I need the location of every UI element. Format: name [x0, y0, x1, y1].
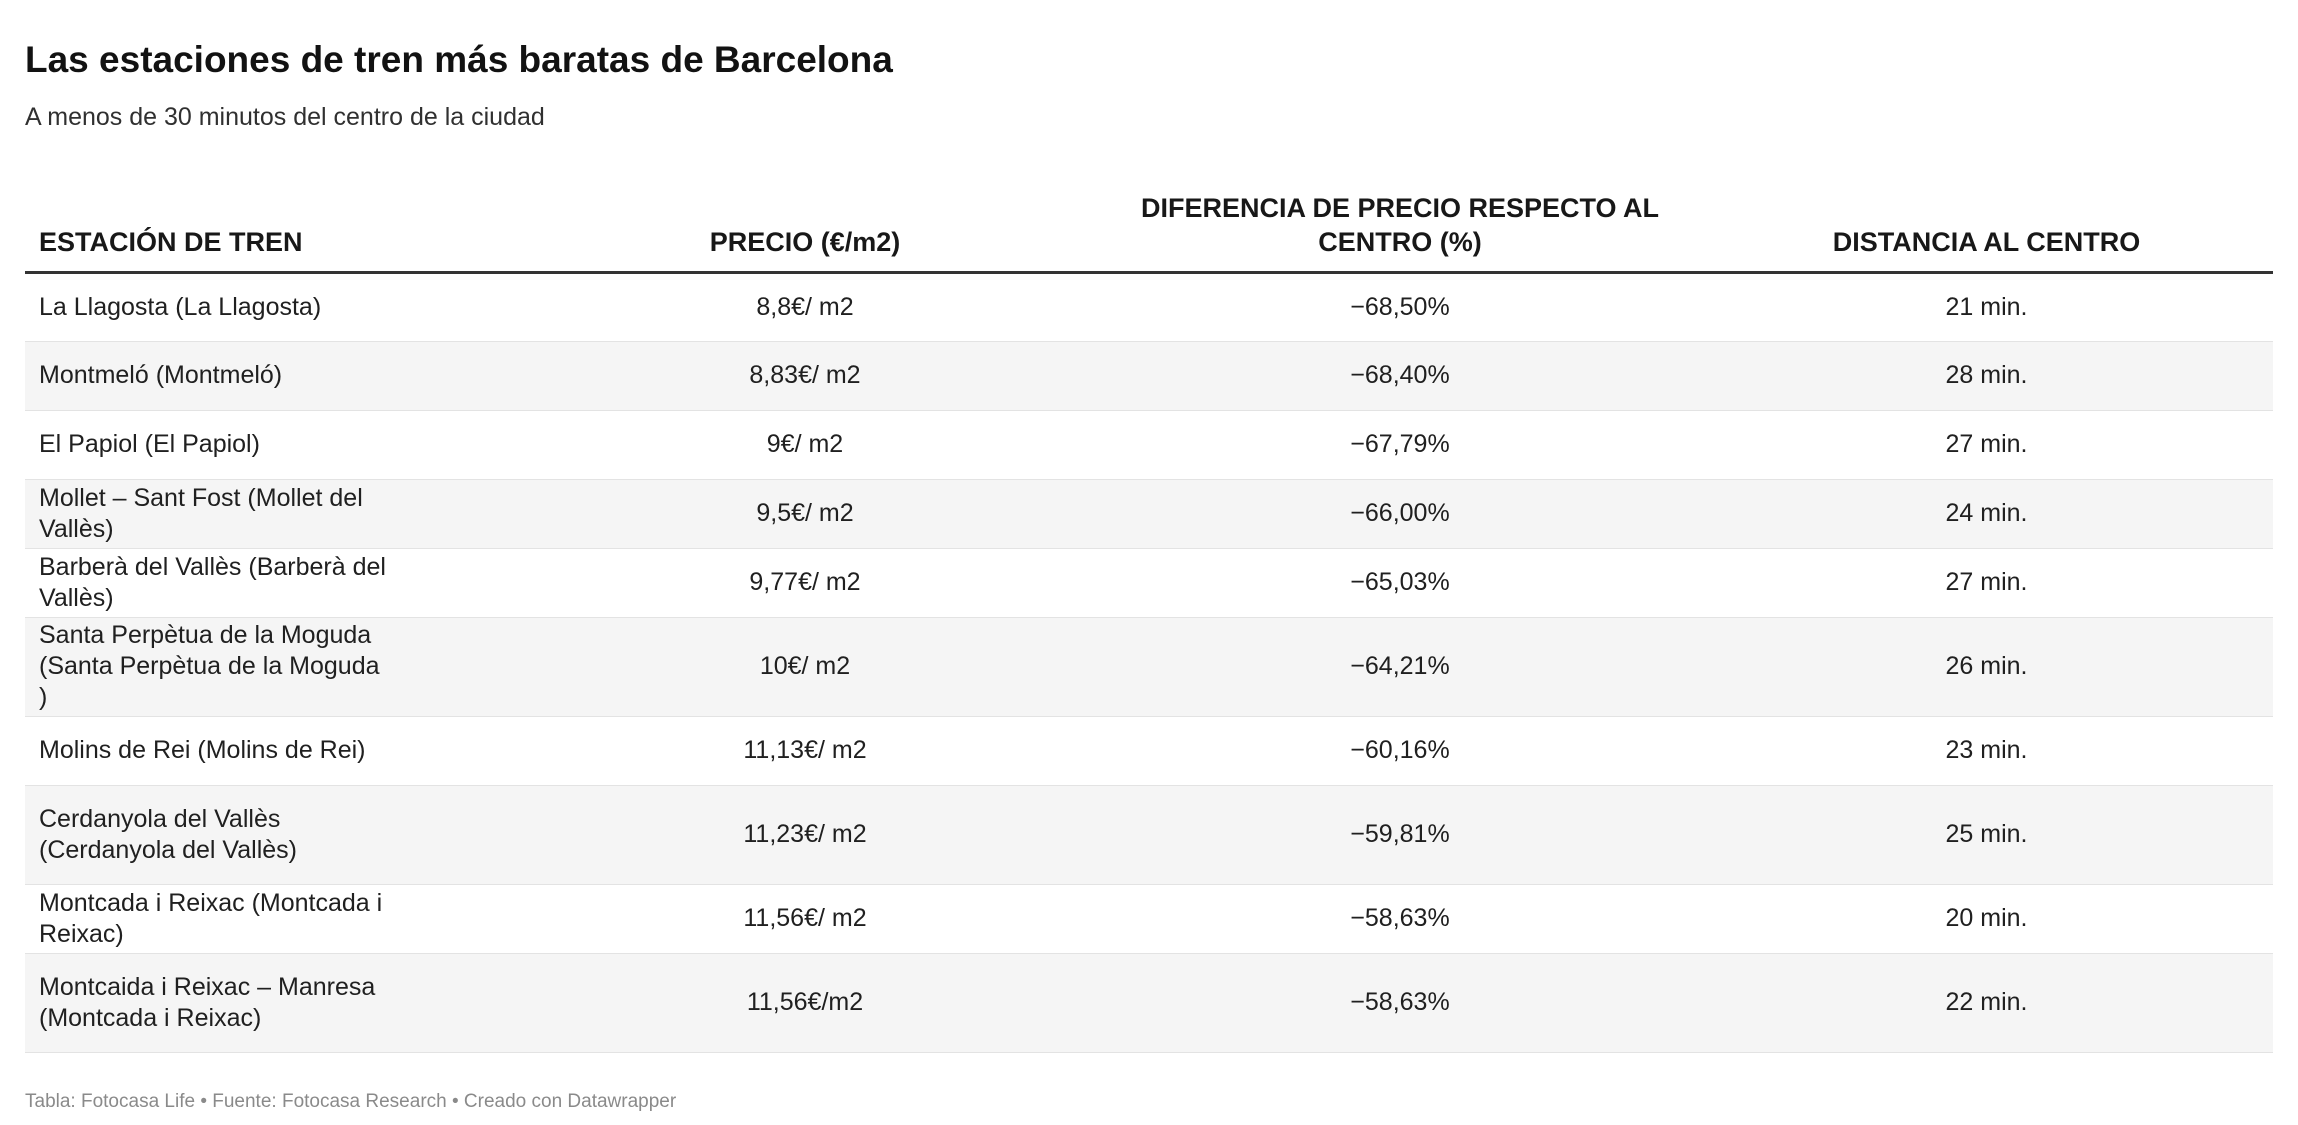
price-cell: 11,13€/ m2	[510, 716, 1100, 786]
column-header-price-difference[interactable]: DIFERENCIA DE PRECIO RESPECTO AL CENTRO …	[1100, 180, 1700, 274]
table-header-row: ESTACIÓN DE TREN PRECIO (€/m2) DIFERENCI…	[25, 180, 2273, 274]
table-row: Molins de Rei (Molins de Rei) 11,13€/ m2−…	[25, 716, 2273, 786]
station-cell: La Llagosta (La Llagosta)	[25, 272, 510, 342]
table-row: Santa Perpètua de la Moguda (Santa Perpè…	[25, 617, 2273, 717]
price-cell: 9,77€/ m2	[510, 548, 1100, 618]
chart-subtitle: A menos de 30 minutos del centro de la c…	[25, 103, 545, 131]
distance-cell: 22 min.	[1700, 953, 2273, 1053]
column-header-price-difference-label: DIFERENCIA DE PRECIO RESPECTO AL CENTRO …	[1140, 192, 1660, 257]
price-difference-cell: −68,50%	[1100, 272, 1700, 342]
price-difference-cell: −58,63%	[1100, 884, 1700, 954]
table-row: Montcada i Reixac (Montcada i Reixac) 11,…	[25, 884, 2273, 954]
price-difference-cell: −64,21%	[1100, 617, 1700, 717]
distance-cell: 28 min.	[1700, 341, 2273, 411]
column-header-distance[interactable]: DISTANCIA AL CENTRO	[1700, 180, 2273, 274]
station-cell: Montmeló (Montmeló)	[25, 341, 510, 411]
price-difference-cell: −67,79%	[1100, 410, 1700, 480]
price-difference-cell: −66,00%	[1100, 479, 1700, 549]
price-cell: 8,8€/ m2	[510, 272, 1100, 342]
price-cell: 9€/ m2	[510, 410, 1100, 480]
table-row: Montcaida i Reixac – Manresa (Montcada i…	[25, 953, 2273, 1053]
source-footer: Tabla: Fotocasa Life • Fuente: Fotocasa …	[25, 1091, 677, 1112]
price-cell: 9,5€/ m2	[510, 479, 1100, 549]
distance-cell: 27 min.	[1700, 410, 2273, 480]
data-table: ESTACIÓN DE TREN PRECIO (€/m2) DIFERENCI…	[25, 180, 2273, 1053]
chart-title: Las estaciones de tren más baratas de Ba…	[25, 39, 893, 80]
price-difference-cell: −65,03%	[1100, 548, 1700, 618]
price-difference-cell: −68,40%	[1100, 341, 1700, 411]
column-header-price[interactable]: PRECIO (€/m2)	[510, 180, 1100, 274]
distance-cell: 26 min.	[1700, 617, 2273, 717]
price-cell: 10€/ m2	[510, 617, 1100, 717]
column-header-station[interactable]: ESTACIÓN DE TREN	[25, 180, 510, 274]
distance-cell: 24 min.	[1700, 479, 2273, 549]
station-cell: Santa Perpètua de la Moguda (Santa Perpè…	[25, 617, 510, 717]
table-row: Barberà del Vallès (Barberà del Vallès) 9…	[25, 548, 2273, 618]
station-cell: El Papiol (El Papiol)	[25, 410, 510, 480]
table-row: Montmeló (Montmeló) 8,83€/ m2 −68,40% 28 mi…	[25, 341, 2273, 411]
price-difference-cell: −58,63%	[1100, 953, 1700, 1053]
table-row: La Llagosta (La Llagosta) 8,8€/ m2 −68,50%…	[25, 272, 2273, 342]
price-cell: 11,23€/ m2	[510, 785, 1100, 885]
price-difference-cell: −60,16%	[1100, 716, 1700, 786]
table-row: El Papiol (El Papiol) 9€/ m2 −67,79% 27 min…	[25, 410, 2273, 480]
distance-cell: 21 min.	[1700, 272, 2273, 342]
distance-cell: 27 min.	[1700, 548, 2273, 618]
price-cell: 11,56€/ m2	[510, 884, 1100, 954]
station-cell: Cerdanyola del Vallès (Cerdanyola del Va…	[25, 785, 510, 885]
station-cell: Montcaida i Reixac – Manresa (Montcada i…	[25, 953, 510, 1053]
price-cell: 8,83€/ m2	[510, 341, 1100, 411]
distance-cell: 23 min.	[1700, 716, 2273, 786]
price-cell: 11,56€/m2	[510, 953, 1100, 1053]
station-cell: Barberà del Vallès (Barberà del Vallès)	[25, 548, 510, 618]
table-row: Mollet – Sant Fost (Mollet del Vallès) 9,…	[25, 479, 2273, 549]
distance-cell: 25 min.	[1700, 785, 2273, 885]
station-cell: Montcada i Reixac (Montcada i Reixac)	[25, 884, 510, 954]
station-cell: Molins de Rei (Molins de Rei)	[25, 716, 510, 786]
price-difference-cell: −59,81%	[1100, 785, 1700, 885]
table-row: Cerdanyola del Vallès (Cerdanyola del Va…	[25, 785, 2273, 885]
station-cell: Mollet – Sant Fost (Mollet del Vallès)	[25, 479, 510, 549]
table-body: La Llagosta (La Llagosta) 8,8€/ m2 −68,50%…	[25, 272, 2273, 1053]
distance-cell: 20 min.	[1700, 884, 2273, 954]
